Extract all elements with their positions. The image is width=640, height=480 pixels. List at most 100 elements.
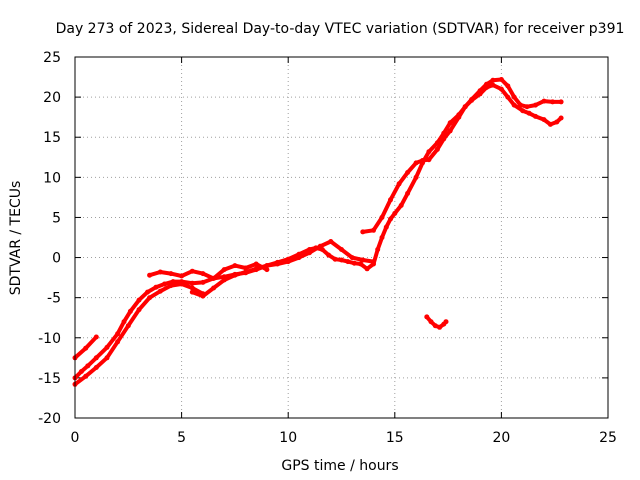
data-point <box>396 181 402 187</box>
data-point <box>349 255 355 261</box>
data-point <box>125 323 131 329</box>
data-point <box>264 263 270 269</box>
data-point <box>345 259 351 265</box>
data-point <box>398 202 404 208</box>
data-point <box>200 271 206 277</box>
data-point <box>371 227 376 233</box>
data-point <box>211 275 217 281</box>
data-point <box>420 158 425 163</box>
data-point <box>505 83 511 89</box>
data-point <box>432 323 438 329</box>
data-point <box>524 104 530 110</box>
data-point <box>547 121 553 127</box>
data-point <box>104 355 110 361</box>
data-point <box>358 261 364 267</box>
data-point <box>78 369 84 374</box>
data-point <box>168 283 174 289</box>
data-point <box>232 272 238 278</box>
grid <box>75 57 608 418</box>
data-point <box>511 94 517 100</box>
series-line-4 <box>190 239 376 299</box>
data-point <box>526 110 532 116</box>
data-point <box>275 261 280 267</box>
x-tick-labels: 0 5 10 15 20 25 <box>71 430 617 446</box>
data-point <box>490 82 496 88</box>
data-point <box>264 267 270 273</box>
data-point <box>93 334 99 340</box>
data-point <box>153 284 159 290</box>
data-point <box>484 81 489 87</box>
data-point <box>83 345 89 351</box>
data-point <box>351 260 357 266</box>
data-point <box>392 210 398 216</box>
y-axis-label: SDTVAR / TECUs <box>8 181 24 296</box>
data-point <box>85 363 91 369</box>
data-point <box>179 273 185 279</box>
data-point <box>388 216 393 222</box>
y-tick-label: -10 <box>38 331 61 347</box>
data-point <box>189 268 195 274</box>
x-axis-label: GPS time / hours <box>281 458 398 474</box>
data-point <box>441 136 447 142</box>
data-point <box>533 113 538 119</box>
data-point <box>405 170 411 175</box>
x-tick-label: 20 <box>492 430 510 446</box>
data-point <box>93 355 99 361</box>
data-point <box>328 239 334 244</box>
y-tick-label: 5 <box>52 210 61 226</box>
data-point <box>371 259 376 265</box>
data-point <box>162 281 167 287</box>
data-point <box>211 285 217 291</box>
data-point <box>498 86 504 92</box>
data-point <box>253 261 259 267</box>
data-point <box>477 88 483 94</box>
data-point <box>456 114 462 120</box>
data-point <box>447 120 453 126</box>
data-point <box>518 102 524 108</box>
data-point <box>232 263 238 269</box>
data-point <box>136 297 142 303</box>
data-point <box>379 214 385 220</box>
data-point <box>437 324 443 330</box>
data-point <box>93 365 99 370</box>
data-point <box>115 331 121 337</box>
data-point <box>469 97 475 102</box>
data-point <box>115 339 121 345</box>
data-point <box>541 117 547 123</box>
data-point <box>443 319 449 325</box>
data-point <box>253 266 259 272</box>
data-point <box>179 281 185 287</box>
y-tick-label: 25 <box>43 50 61 66</box>
plot-frame <box>74 56 609 419</box>
data-point <box>326 252 332 258</box>
data-point <box>498 77 504 82</box>
data-point <box>447 128 453 134</box>
data-point <box>127 308 133 314</box>
data-point <box>243 269 249 275</box>
data-point <box>170 279 176 285</box>
data-point <box>121 319 127 325</box>
data-point <box>424 314 430 320</box>
data-point <box>339 247 344 252</box>
data-point <box>426 149 432 155</box>
data-point <box>189 280 195 286</box>
data-point <box>317 243 323 249</box>
x-tick-label: 10 <box>279 430 297 446</box>
data-point <box>405 190 411 196</box>
x-tick-label: 5 <box>177 430 186 446</box>
y-tick-label: 20 <box>43 90 61 106</box>
data-point <box>360 229 366 235</box>
data-point <box>388 197 393 203</box>
data-point <box>307 250 312 256</box>
data-point <box>364 266 370 272</box>
chart-title: Day 273 of 2023, Sidereal Day-to-day VTE… <box>56 21 625 37</box>
data-point <box>136 307 142 313</box>
y-tick-label: 10 <box>43 170 61 186</box>
data-point <box>413 160 419 166</box>
data-point <box>490 77 496 83</box>
y-tick-label: -5 <box>47 291 61 307</box>
data-point <box>145 289 150 295</box>
data-point <box>511 102 517 108</box>
data-point <box>462 104 468 110</box>
data-point <box>157 269 163 275</box>
